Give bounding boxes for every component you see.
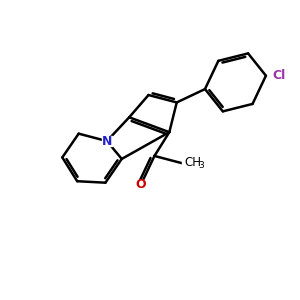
Bar [136,180,146,189]
Text: O: O [136,178,146,191]
Text: 3: 3 [198,161,204,170]
Text: N: N [102,135,112,148]
Bar [102,136,112,146]
Text: CH: CH [184,156,201,169]
Bar [182,159,201,168]
Text: Cl: Cl [272,69,286,82]
Bar [268,71,284,80]
